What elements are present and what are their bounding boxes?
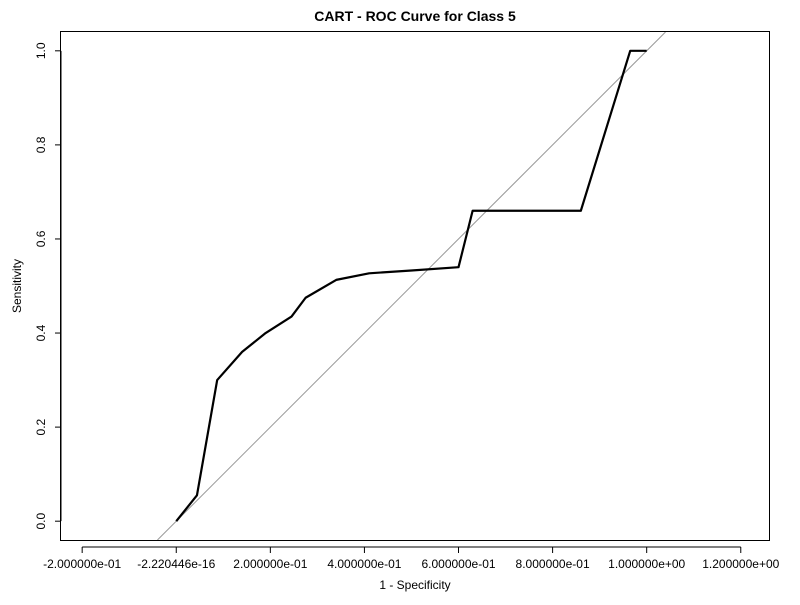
x-tick-label: 4.000000e-01 <box>327 557 401 571</box>
x-tick-label: 2.000000e-01 <box>233 557 307 571</box>
chart-title: CART - ROC Curve for Class 5 <box>314 8 516 24</box>
y-tick-label: 0.2 <box>34 418 48 435</box>
x-tick-label: 1.000000e+00 <box>608 557 685 571</box>
roc-curve-line <box>175 49 647 522</box>
y-tick-label: 0.0 <box>34 513 48 530</box>
reference-diagonal-line <box>157 32 666 540</box>
y-tick-label: 1.0 <box>34 42 48 59</box>
y-tick-label: 0.8 <box>34 136 48 153</box>
x-tick-label: -2.000000e-01 <box>43 557 121 571</box>
y-tick-label: 0.4 <box>34 324 48 341</box>
x-axis: -2.000000e-01 -2.220446e-16 2.000000e-01 4.… <box>43 546 780 571</box>
y-axis-label: Sensitivity <box>10 259 24 313</box>
x-tick-label: 6.000000e-01 <box>421 557 495 571</box>
x-tick-label: -2.220446e-16 <box>137 557 215 571</box>
reference-line-layer <box>157 32 666 540</box>
x-tick-label: 1.200000e+00 <box>702 557 779 571</box>
y-tick-label: 0.6 <box>34 230 48 247</box>
series-layer <box>175 49 647 522</box>
x-axis-label: 1 - Specificity <box>379 578 450 592</box>
y-axis: 0.0 0.2 0.4 0.6 0.8 1.0 <box>34 42 62 530</box>
x-tick-label: 8.000000e-01 <box>516 557 590 571</box>
